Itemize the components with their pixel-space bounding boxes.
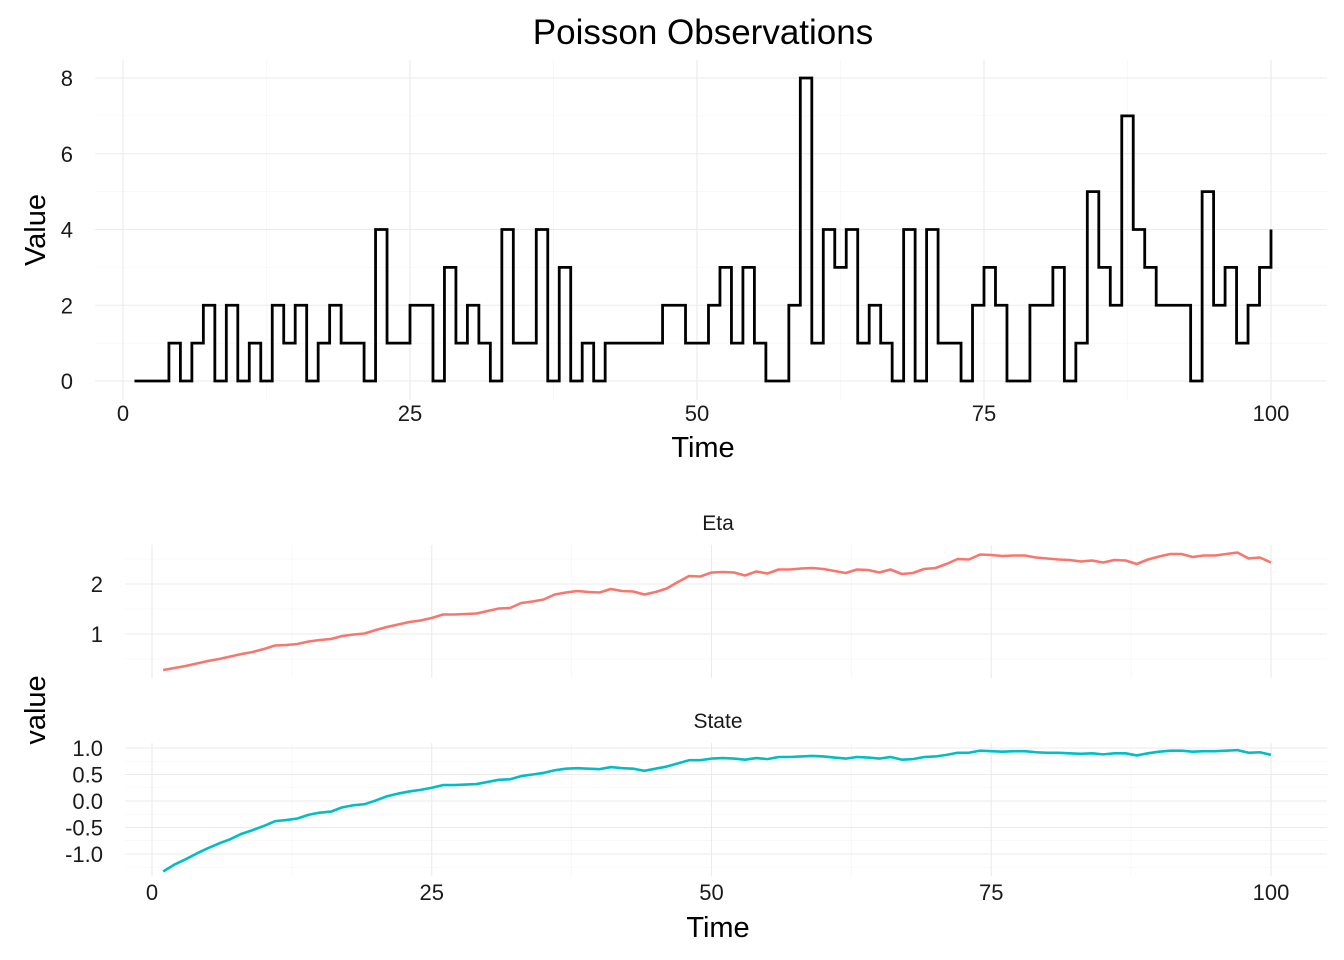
x-tick-label: 0 <box>117 401 129 426</box>
poisson-step-line <box>134 76 1273 383</box>
x-tick-label: 25 <box>398 401 422 426</box>
poisson-x-tick-labels: 0 25 50 75 100 <box>117 401 1289 426</box>
y-tick-label: -0.5 <box>65 816 103 841</box>
y-tick-label: 0 <box>61 369 73 394</box>
x-tick-label: 75 <box>979 880 1003 905</box>
faceted-plot: Eta 12 State -1.0-0.50.00.51.0 0 25 50 75 10… <box>20 512 1327 944</box>
strip-label-eta: Eta <box>702 512 734 535</box>
x-axis-title: Time <box>671 432 734 464</box>
y-tick-label: 1.0 <box>72 736 103 761</box>
y-tick-label: 0.0 <box>72 789 103 814</box>
plot-title: Poisson Observations <box>533 13 873 52</box>
y-tick-label: 8 <box>61 66 73 91</box>
x-tick-label: 100 <box>1253 880 1290 905</box>
eta-gridlines <box>125 545 1327 678</box>
eta-series-line <box>162 551 1272 672</box>
y-tick-label: 1 <box>91 622 103 647</box>
faceted-y-axis-title: value <box>20 675 52 744</box>
poisson-y-tick-labels: 0 2 4 6 8 <box>61 66 73 394</box>
y-axis-title: Value <box>20 194 52 266</box>
x-tick-label: 50 <box>685 401 709 426</box>
x-tick-label: 75 <box>972 401 996 426</box>
y-tick-label: 2 <box>61 293 73 318</box>
poisson-plot: Poisson Observations 0 2 4 6 8 0 25 50 75 100 Ti… <box>20 13 1327 464</box>
state-y-tick-labels: -1.0-0.50.00.51.0 <box>65 736 103 867</box>
y-tick-label: 6 <box>61 142 73 167</box>
eta-y-tick-labels: 12 <box>91 572 103 647</box>
faceted-x-tick-labels: 0 25 50 75 100 <box>146 880 1289 905</box>
x-tick-label: 50 <box>699 880 723 905</box>
strip-label-state: State <box>693 710 742 733</box>
x-tick-label: 25 <box>420 880 444 905</box>
y-tick-label: 4 <box>61 218 73 243</box>
x-tick-label: 0 <box>146 880 158 905</box>
y-tick-label: 2 <box>91 572 103 597</box>
x-tick-label: 100 <box>1253 401 1290 426</box>
state-series-line <box>162 748 1272 873</box>
faceted-x-axis-title: Time <box>686 912 749 944</box>
state-gridlines <box>125 743 1327 876</box>
y-tick-label: 0.5 <box>72 763 103 788</box>
y-tick-label: -1.0 <box>65 842 103 867</box>
